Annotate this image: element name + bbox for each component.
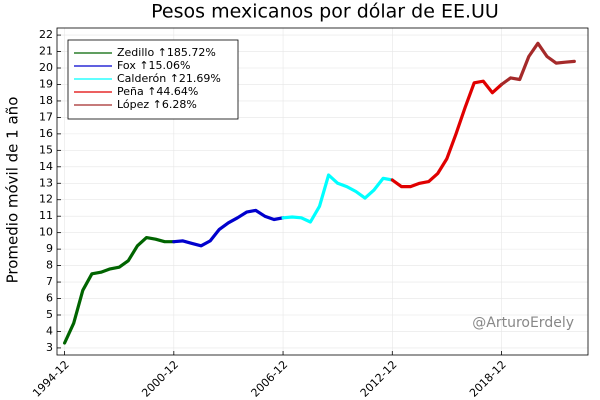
series-line (172, 208, 285, 248)
y-tick-label: 16 (39, 127, 53, 140)
y-tick-label: 19 (39, 77, 53, 90)
y-tick-label: 7 (46, 275, 53, 288)
y-tick-label: 10 (39, 226, 53, 239)
y-tick-label: 3 (46, 341, 53, 354)
y-tick-label: 12 (39, 193, 53, 206)
series-line (62, 236, 176, 345)
y-tick-label: 20 (39, 61, 53, 74)
y-tick-label: 9 (46, 242, 53, 255)
y-axis-label: Promedio móvil de 1 año (4, 97, 22, 284)
y-tick-label: 8 (46, 259, 53, 272)
y-tick-label: 18 (39, 94, 53, 107)
legend-label: Zedillo ↑185.72% (117, 46, 216, 59)
y-tick-label: 21 (39, 45, 53, 58)
annotation: @ArturoErdely (472, 315, 574, 331)
x-tick-label: 2000-12 (139, 358, 181, 400)
legend-label: López ↑6.28% (117, 98, 197, 111)
series-line (499, 41, 576, 87)
x-tick-label: 2006-12 (249, 358, 291, 400)
y-tick-label: 17 (39, 110, 53, 123)
y-tick-label: 5 (46, 308, 53, 321)
series-line (281, 173, 394, 224)
chart-title: Pesos mexicanos por dólar de EE.UU (151, 1, 499, 23)
plot-frame (56, 27, 589, 356)
y-tick-label: 22 (39, 28, 53, 41)
series-line (390, 79, 504, 189)
y-tick-label: 15 (39, 143, 53, 156)
y-tick-label: 6 (46, 292, 53, 305)
y-tick-label: 14 (39, 160, 53, 173)
x-tick-label: 1994-12 (30, 358, 72, 400)
y-tick-label: 11 (39, 209, 53, 222)
x-tick-label: 2012-12 (358, 358, 400, 400)
legend-label: Fox ↑15.06% (117, 59, 191, 72)
legend-label: Peña ↑44.64% (117, 85, 198, 98)
legend-label: Calderón ↑21.69% (117, 72, 221, 85)
y-tick-label: 4 (46, 324, 53, 337)
y-tick-label: 13 (39, 176, 53, 189)
x-tick-label: 2018-12 (467, 358, 509, 400)
